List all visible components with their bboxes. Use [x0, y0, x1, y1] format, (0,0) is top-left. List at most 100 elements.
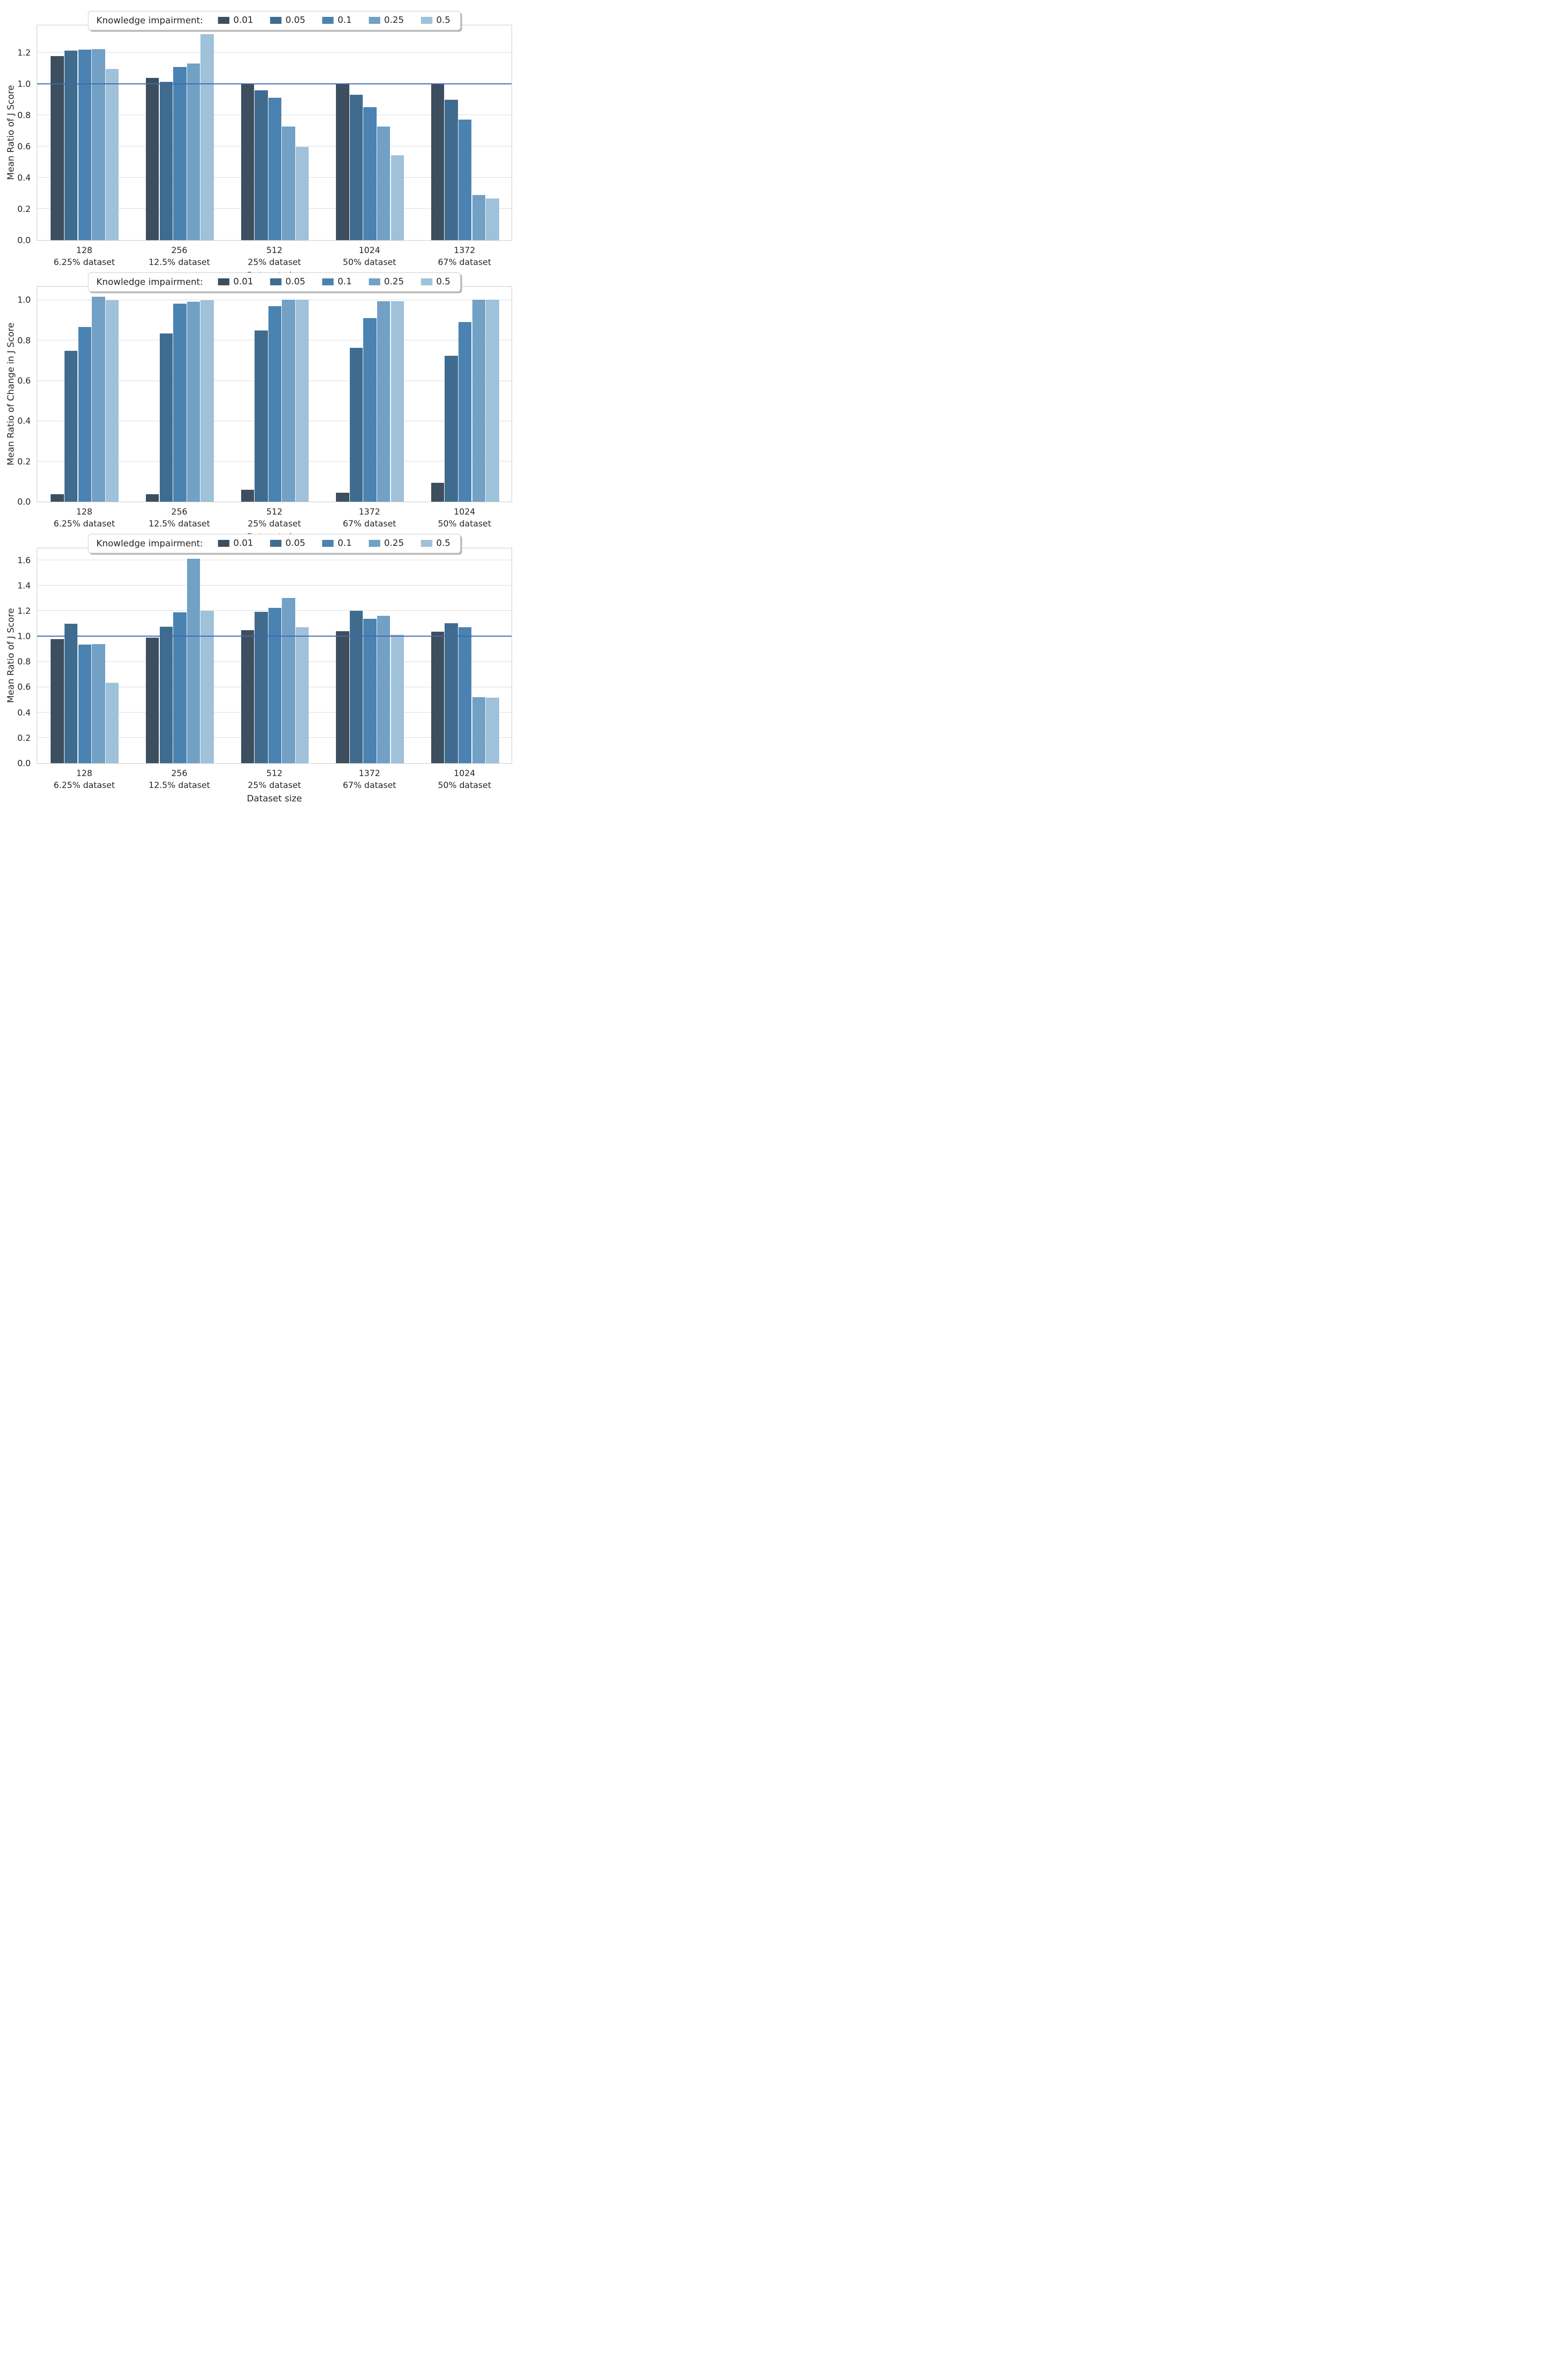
bar-256-ki-0.1 — [173, 612, 187, 763]
bar-512-ki-0.01 — [241, 490, 254, 502]
legend-item-0.25: 0.25 — [368, 538, 404, 548]
gridline — [37, 585, 512, 586]
bar-128-ki-0.01 — [51, 56, 64, 240]
reference-line-1.0 — [37, 636, 512, 637]
legend-item-0.1: 0.1 — [322, 276, 352, 287]
y-tick-label: 0.6 — [17, 376, 31, 387]
dataset-size-value: 256 — [171, 507, 188, 517]
bar-128-ki-0.5 — [105, 683, 119, 763]
bar-256-ki-0.1 — [173, 303, 187, 502]
legend-items: 0.01 0.05 0.1 0.25 0.5 — [218, 15, 453, 26]
bar-1024-ki-0.05 — [445, 356, 458, 502]
plot-area — [37, 25, 512, 241]
legend-swatch-icon — [322, 278, 334, 285]
legend-item-0.25: 0.25 — [368, 15, 404, 25]
y-tick-label: 1.0 — [17, 295, 31, 306]
dataset-size-value: 1024 — [358, 246, 381, 256]
dataset-percent-label: 6.25% dataset — [53, 781, 115, 790]
legend-item-label: 0.1 — [337, 15, 352, 25]
legend-item-0.01: 0.01 — [218, 276, 253, 287]
legend: Knowledge impairment: 0.01 0.05 0.1 0.25 0.5 — [88, 272, 461, 292]
y-tick-label: 0.2 — [17, 204, 31, 214]
legend-swatch-icon — [218, 539, 230, 547]
bar-1024-ki-0.05 — [445, 623, 458, 763]
legend-item-label: 0.5 — [436, 15, 451, 25]
bar-chart-top: Knowledge impairment: 0.01 0.05 0.1 0.25 0.5… — [0, 0, 523, 281]
legend-item-label: 0.01 — [233, 15, 254, 25]
bar-1024-ki-0.05 — [349, 95, 363, 240]
x-tick-label-1372: 1372 67% dataset — [315, 768, 424, 791]
legend-item-0.05: 0.05 — [270, 15, 305, 25]
x-tick-label-256: 256 12.5% dataset — [125, 506, 234, 530]
legend-item-0.05: 0.05 — [270, 538, 305, 548]
bar-256-ki-0.25 — [187, 559, 200, 763]
legend-swatch-icon — [421, 16, 433, 24]
bar-1024-ki-0.01 — [431, 632, 445, 763]
bar-256-ki-0.01 — [146, 638, 159, 763]
bar-512-ki-0.5 — [295, 627, 309, 763]
bar-256-ki-0.5 — [200, 610, 214, 763]
bar-chart-middle: Knowledge impairment: 0.01 0.05 0.1 0.25 0.5… — [0, 262, 523, 542]
bar-1024-ki-0.1 — [458, 627, 472, 763]
dataset-size-value: 512 — [266, 769, 283, 779]
bar-1372-ki-0.05 — [349, 610, 363, 763]
legend-item-0.01: 0.01 — [218, 15, 253, 25]
dataset-percent-label: 25% dataset — [248, 258, 301, 267]
x-tick-label-128: 128 6.25% dataset — [30, 768, 139, 791]
dataset-percent-label: 25% dataset — [248, 781, 301, 790]
y-tick-label: 0.2 — [17, 457, 31, 467]
x-tick-label-128: 128 6.25% dataset — [30, 506, 139, 530]
bar-256-ki-0.01 — [146, 494, 159, 502]
bar-1024-ki-0.25 — [472, 697, 485, 763]
dataset-percent-label: 50% dataset — [342, 258, 396, 267]
x-tick-label-512: 512 25% dataset — [220, 506, 329, 530]
bar-256-ki-0.5 — [200, 300, 214, 502]
legend-title: Knowledge impairment: — [96, 538, 203, 549]
reference-line-1.0 — [37, 83, 512, 84]
bar-256-ki-0.5 — [200, 34, 214, 240]
dataset-size-value: 256 — [171, 246, 188, 256]
legend-swatch-icon — [368, 16, 380, 24]
bar-512-ki-0.5 — [295, 147, 309, 240]
bar-512-ki-0.1 — [268, 607, 282, 763]
legend-swatch-icon — [368, 539, 380, 547]
legend-item-label: 0.25 — [384, 538, 404, 548]
dataset-percent-label: 6.25% dataset — [53, 258, 115, 267]
legend-title: Knowledge impairment: — [96, 276, 203, 287]
y-tick-label: 0.6 — [17, 682, 31, 693]
bar-1024-ki-0.5 — [391, 155, 404, 240]
legend-item-label: 0.05 — [285, 15, 306, 25]
bar-1372-ki-0.05 — [445, 100, 458, 240]
legend-item-label: 0.05 — [285, 276, 306, 287]
bar-256-ki-0.05 — [159, 333, 173, 502]
bar-1372-ki-0.01 — [336, 631, 349, 763]
bar-128-ki-0.25 — [92, 296, 105, 502]
bar-chart-bottom: Knowledge impairment: 0.01 0.05 0.1 0.25 0.5… — [0, 523, 523, 804]
bar-512-ki-0.05 — [255, 330, 268, 502]
y-tick-label: 1.2 — [17, 606, 31, 616]
bar-512-ki-0.05 — [255, 90, 268, 240]
dataset-percent-label: 67% dataset — [342, 781, 396, 790]
bar-1372-ki-0.5 — [391, 301, 404, 502]
legend-item-label: 0.5 — [436, 276, 451, 287]
dataset-size-value: 128 — [76, 769, 93, 779]
legend-swatch-icon — [322, 539, 334, 547]
legend-item-0.25: 0.25 — [368, 276, 404, 287]
dataset-percent-label: 67% dataset — [342, 519, 396, 529]
bar-1024-ki-0.01 — [431, 483, 445, 502]
legend: Knowledge impairment: 0.01 0.05 0.1 0.25 0.5 — [88, 11, 461, 30]
bar-1024-ki-0.1 — [458, 322, 472, 502]
dataset-size-value: 1372 — [358, 507, 381, 517]
bar-128-ki-0.5 — [105, 68, 119, 240]
y-tick-label: 0.2 — [17, 733, 31, 743]
bar-1372-ki-0.1 — [363, 618, 377, 763]
bar-512-ki-0.5 — [295, 300, 309, 502]
y-tick-label: 1.2 — [17, 48, 31, 58]
legend-item-label: 0.01 — [233, 538, 254, 548]
bar-128-ki-0.05 — [65, 51, 78, 240]
bar-1372-ki-0.05 — [349, 348, 363, 502]
legend-swatch-icon — [218, 278, 230, 285]
y-tick-label: 0.4 — [17, 173, 31, 183]
y-tick-label: 0.8 — [17, 657, 31, 667]
legend-swatch-icon — [270, 539, 282, 547]
